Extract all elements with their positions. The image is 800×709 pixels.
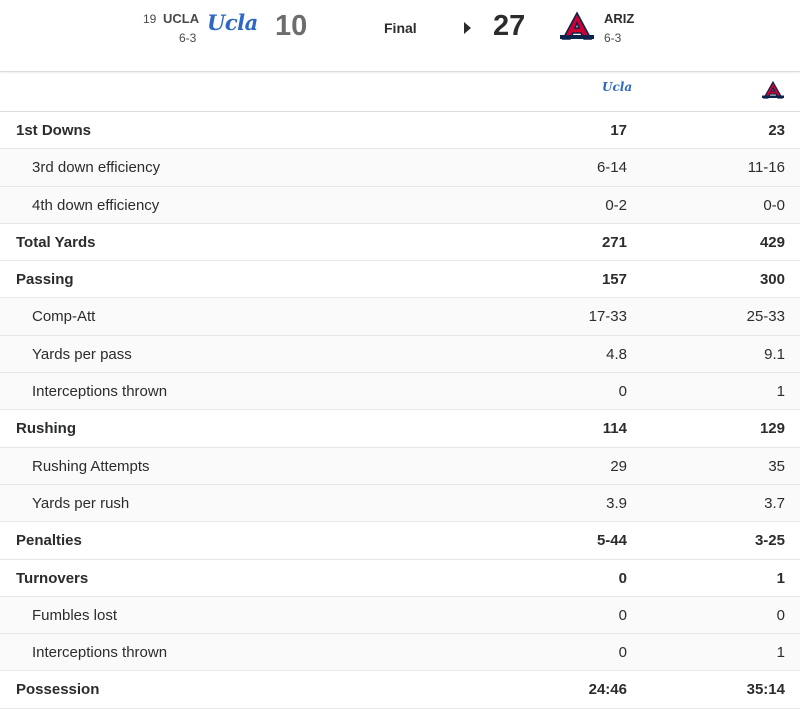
- ucla-stat-value: 271: [601, 233, 627, 251]
- arizona-stat-value: 1: [776, 383, 785, 401]
- away-score: 10: [275, 10, 308, 42]
- ucla-stat-value: 157: [601, 271, 627, 289]
- arizona-stat-value: 3.7: [764, 494, 785, 512]
- ucla-stat-value: 0: [618, 569, 627, 587]
- ucla-stat-value: 0: [618, 383, 627, 401]
- stat-row: Possession 24:46 35:14: [0, 671, 800, 709]
- ucla-stat-value: 0: [618, 644, 627, 662]
- stat-row: Turnovers 0 1: [0, 560, 800, 597]
- stat-label: Comp-Att: [32, 308, 96, 326]
- stat-row: Rushing Attempts 29 35: [0, 447, 800, 485]
- stat-label: Yards per rush: [32, 494, 130, 512]
- stat-label: Penalties: [16, 532, 82, 550]
- arizona-column-logo: [762, 81, 784, 99]
- stat-label: Passing: [16, 271, 74, 289]
- stat-label: 4th down efficiency: [32, 196, 160, 214]
- stat-label: Turnovers: [16, 569, 89, 587]
- stat-label: 1st Downs: [16, 122, 92, 139]
- away-team-record: 6-3: [179, 31, 197, 45]
- stat-row: 3rd down efficiency 6-14 11-16: [0, 149, 800, 187]
- arizona-stat-value: 3-25: [754, 532, 785, 550]
- arizona-stat-value: 1: [776, 569, 785, 587]
- away-rank: 19: [143, 12, 157, 26]
- arizona-stat-value: 129: [759, 420, 785, 438]
- ucla-stat-value: 17: [610, 122, 627, 139]
- stat-row: Yards per pass 4.8 9.1: [0, 335, 800, 374]
- stat-row: Penalties 5-44 3-25: [0, 522, 800, 560]
- ucla-stat-value: 17-33: [588, 308, 627, 326]
- ucla-stat-value: 4.8: [606, 345, 627, 363]
- ucla-column-logo: Ucla: [602, 80, 633, 94]
- arizona-stat-value: 300: [759, 271, 785, 289]
- ucla-stat-value: 5-44: [596, 532, 627, 550]
- stat-row: Rushing 114 129: [0, 410, 800, 448]
- home-team-abbr[interactable]: ARIZ: [604, 11, 635, 26]
- stat-row: Interceptions thrown 0 1: [0, 373, 800, 411]
- stat-label: Fumbles lost: [32, 606, 118, 624]
- home-team-record: 6-3: [604, 31, 622, 45]
- game-status: Final: [384, 20, 417, 36]
- arizona-stat-value: 0: [776, 606, 785, 624]
- ucla-stat-value: 29: [610, 457, 627, 475]
- arizona-stat-value: 0-0: [763, 196, 785, 214]
- ucla-stat-value: 0: [618, 606, 627, 624]
- stat-row: Total Yards 271 429: [0, 224, 800, 262]
- away-team-abbr[interactable]: UCLA: [163, 11, 200, 26]
- stat-label: Total Yards: [16, 233, 96, 251]
- stat-label: Interceptions thrown: [32, 644, 168, 662]
- stats-column-header: Ucla: [0, 72, 800, 112]
- stat-row: Yards per rush 3.9 3.7: [0, 484, 800, 523]
- stat-label: Rushing: [16, 420, 76, 438]
- stat-label: Possession: [16, 681, 100, 699]
- arizona-stat-value: 35:14: [746, 681, 785, 699]
- stat-label: Rushing Attempts: [32, 457, 150, 475]
- stat-row: Passing 157 300: [0, 261, 800, 299]
- arizona-stat-value: 9.1: [764, 345, 785, 363]
- ucla-logo[interactable]: Ucla: [207, 10, 258, 35]
- stat-row: Fumbles lost 0 0: [0, 596, 800, 635]
- ucla-stat-value: 3.9: [606, 494, 627, 512]
- arizona-logo[interactable]: [558, 11, 596, 41]
- team-stats-table: 1st Downs 17 23 3rd down efficiency 6-14 11-1…: [0, 112, 800, 709]
- arizona-stat-value: 1: [776, 644, 785, 662]
- stat-label: Yards per pass: [32, 345, 132, 363]
- ucla-stat-value: 0-2: [605, 196, 627, 214]
- stat-label: Interceptions thrown: [32, 383, 168, 401]
- stat-row: Interceptions thrown 0 1: [0, 634, 800, 672]
- arizona-stat-value: 35: [768, 457, 785, 475]
- scoreboard-header: 19 UCLA 6-3 Ucla 10 Final 27 ARIZ 6-3: [0, 0, 800, 72]
- ucla-stat-value: 24:46: [588, 681, 627, 699]
- stat-row: Comp-Att 17-33 25-33: [0, 298, 800, 336]
- home-score: 27: [493, 10, 526, 42]
- stat-row: 1st Downs 17 23: [0, 112, 800, 150]
- arizona-stat-value: 429: [759, 233, 785, 251]
- winner-caret-icon: [464, 22, 471, 34]
- arizona-stat-value: 23: [768, 122, 785, 139]
- stat-row: 4th down efficiency 0-2 0-0: [0, 186, 800, 224]
- ucla-stat-value: 6-14: [596, 159, 627, 177]
- arizona-stat-value: 25-33: [746, 308, 785, 326]
- stat-label: 3rd down efficiency: [32, 159, 161, 177]
- ucla-stat-value: 114: [602, 420, 627, 438]
- arizona-stat-value: 11-16: [747, 159, 785, 177]
